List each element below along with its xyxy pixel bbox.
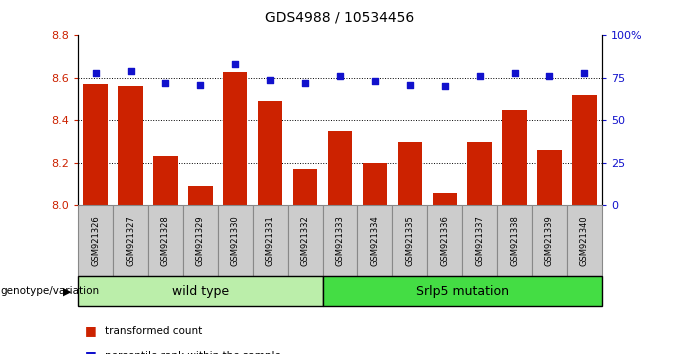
Text: GSM921334: GSM921334	[371, 215, 379, 266]
Bar	[427, 205, 462, 276]
Bar	[293, 169, 318, 205]
Text: GSM921330: GSM921330	[231, 215, 240, 266]
Bar	[78, 276, 322, 306]
Point	[579, 70, 590, 76]
Point	[544, 73, 555, 79]
Bar	[218, 205, 253, 276]
Point	[474, 73, 485, 79]
Point	[439, 84, 450, 89]
Text: GSM921328: GSM921328	[161, 215, 170, 266]
Text: transformed count: transformed count	[105, 326, 203, 336]
Text: GSM921327: GSM921327	[126, 215, 135, 266]
Point	[265, 77, 275, 82]
Bar	[497, 205, 532, 276]
Bar	[78, 205, 113, 276]
Bar	[188, 186, 213, 205]
Bar	[118, 86, 143, 205]
Point	[369, 79, 380, 84]
Bar	[362, 163, 387, 205]
Bar	[258, 101, 282, 205]
Bar	[432, 193, 457, 205]
Text: GSM921326: GSM921326	[91, 215, 100, 266]
Bar	[84, 84, 108, 205]
Text: genotype/variation: genotype/variation	[1, 286, 100, 296]
Bar	[148, 205, 183, 276]
Text: wild type: wild type	[172, 285, 229, 298]
Text: percentile rank within the sample: percentile rank within the sample	[105, 351, 282, 354]
Text: GSM921338: GSM921338	[510, 215, 519, 266]
Point	[405, 82, 415, 87]
Bar	[328, 131, 352, 205]
Bar	[398, 142, 422, 205]
Point	[300, 80, 311, 86]
Text: Srlp5 mutation: Srlp5 mutation	[415, 285, 509, 298]
Point	[509, 70, 520, 76]
Point	[230, 62, 241, 67]
Bar	[572, 95, 596, 205]
Text: GSM921329: GSM921329	[196, 215, 205, 266]
Bar	[358, 205, 392, 276]
Text: GSM921332: GSM921332	[301, 215, 309, 266]
Point	[90, 70, 101, 76]
Bar	[153, 156, 177, 205]
Bar	[113, 205, 148, 276]
Text: GSM921335: GSM921335	[405, 215, 414, 266]
Bar	[288, 205, 322, 276]
Bar	[462, 205, 497, 276]
Bar	[567, 205, 602, 276]
Text: GSM921340: GSM921340	[580, 215, 589, 266]
Text: ■: ■	[85, 325, 97, 337]
Bar	[322, 205, 358, 276]
Bar	[322, 276, 602, 306]
Bar	[537, 150, 562, 205]
Point	[160, 80, 171, 86]
Text: GSM921337: GSM921337	[475, 215, 484, 266]
Bar	[467, 142, 492, 205]
Bar	[503, 110, 527, 205]
Point	[195, 82, 206, 87]
Text: ■: ■	[85, 349, 97, 354]
Bar	[253, 205, 288, 276]
Text: GSM921331: GSM921331	[266, 215, 275, 266]
Text: GDS4988 / 10534456: GDS4988 / 10534456	[265, 11, 415, 25]
Bar	[183, 205, 218, 276]
Text: GSM921336: GSM921336	[440, 215, 449, 266]
Bar	[223, 72, 248, 205]
Text: GSM921333: GSM921333	[335, 215, 345, 266]
Point	[335, 73, 345, 79]
Bar	[532, 205, 567, 276]
Bar	[392, 205, 427, 276]
Point	[125, 68, 136, 74]
Text: ▶: ▶	[63, 286, 71, 296]
Text: GSM921339: GSM921339	[545, 215, 554, 266]
